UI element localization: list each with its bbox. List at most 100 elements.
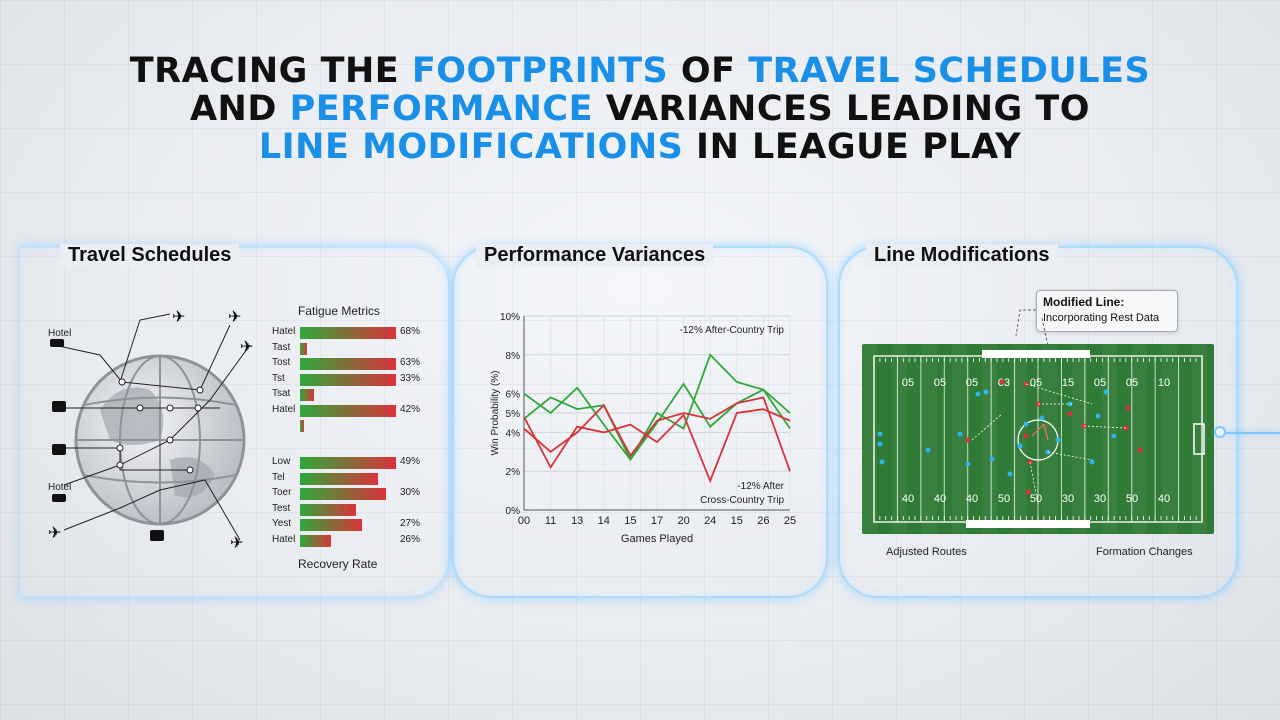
- player-blue: [877, 441, 883, 447]
- field-stripe: [1192, 344, 1207, 534]
- metric-bar: [300, 457, 396, 469]
- bar-label: Tst: [272, 372, 285, 384]
- endzone-bar-top: [982, 350, 1090, 358]
- field-stripe: [922, 344, 937, 534]
- title-segment: TRACING THE: [129, 51, 412, 91]
- player-red: [1025, 489, 1031, 495]
- title-segment: TRAVEL SCHEDULES: [748, 51, 1151, 91]
- player-blue: [877, 431, 883, 437]
- field-stripe: [982, 344, 997, 534]
- bar-value: 49%: [400, 456, 421, 467]
- series-line-2: [523, 382, 791, 462]
- x-tick-label: 00: [518, 515, 530, 527]
- bar-label: Hatel: [272, 403, 296, 415]
- plane-icon-2: ✈: [228, 307, 241, 326]
- title-line-1: TRACING THE FOOTPRINTS OF TRAVEL SCHEDUL…: [60, 52, 1220, 90]
- yard-number-top: 15: [1062, 377, 1074, 389]
- x-axis-label: Games Played: [621, 533, 693, 545]
- metric-bar: [300, 327, 396, 339]
- title-line-3: LINE MODIFICATIONS IN LEAGUE PLAY: [60, 128, 1220, 166]
- yard-number-bottom: 40: [966, 493, 978, 505]
- callout-leader: [1015, 309, 1049, 347]
- connector-line: [1214, 432, 1280, 434]
- player-red: [1137, 447, 1143, 453]
- page-title: TRACING THE FOOTPRINTS OF TRAVEL SCHEDUL…: [60, 52, 1220, 166]
- performance-heading: Performance Variances: [476, 244, 714, 267]
- yard-number-top: 05: [902, 377, 914, 389]
- yard-number-top: 10: [1158, 377, 1170, 389]
- x-tick-label: 15: [624, 515, 636, 527]
- yard-number-top: 05: [1030, 377, 1042, 389]
- metric-bar: [300, 488, 386, 500]
- player-blue: [1039, 415, 1045, 421]
- title-segment: AND: [189, 89, 290, 129]
- route-arrow: [1029, 461, 1039, 505]
- bar-label: Tast: [272, 341, 291, 353]
- callout-text: Incorporating Rest Data: [1043, 312, 1160, 324]
- metric-bar: [300, 358, 396, 370]
- y-axis-label: Win Probability (%): [490, 370, 501, 455]
- bar-label: Tsat: [272, 388, 291, 399]
- bar-label: Yest: [272, 518, 292, 529]
- player-blue: [957, 431, 963, 437]
- metric-bar: [300, 534, 331, 547]
- yard-number-bottom: 40: [934, 493, 946, 505]
- bar-value: 26%: [400, 533, 421, 545]
- travel-globe-diagram: ✈ ✈ ✈ ✈ ✈: [48, 307, 253, 552]
- yard-number-bottom: 50: [1030, 493, 1042, 505]
- modified-line-callout: Modified Line: Incorporating Rest Data: [1036, 290, 1178, 332]
- series-line-1: [523, 353, 791, 462]
- goal-box: [1193, 423, 1205, 455]
- x-tick-label: 13: [571, 515, 583, 527]
- player-blue: [1103, 389, 1109, 395]
- player-blue: [1023, 421, 1029, 427]
- bar-value: 42%: [400, 403, 421, 415]
- player-blue: [1055, 437, 1061, 443]
- red-route: [1031, 423, 1045, 437]
- player-blue: [879, 459, 885, 465]
- player-blue: [1095, 413, 1101, 419]
- field-stripe: [1012, 344, 1027, 534]
- metric-bar: [300, 519, 362, 531]
- bar-label: Hatel: [272, 533, 296, 545]
- yard-number-bottom: 40: [902, 493, 914, 505]
- series-line-4: [523, 408, 791, 484]
- player-red: [1123, 425, 1129, 431]
- line-mod-heading: Line Modifications: [866, 244, 1058, 267]
- fatigue-title: Fatigue Metrics: [298, 304, 381, 318]
- suitcase-icon-3: [150, 530, 164, 541]
- y-tick-label: 5%: [506, 409, 521, 420]
- callout-title: Modified Line:: [1043, 295, 1125, 309]
- route-nodes: [116, 378, 204, 474]
- field-stripe: [1162, 344, 1177, 534]
- yard-number-top: 05: [934, 377, 946, 389]
- hotel-label-1: Hotel: [48, 328, 72, 339]
- suitcase-icon-2: [52, 444, 66, 455]
- player-blue: [975, 391, 981, 397]
- metric-bar: [300, 503, 356, 516]
- yard-number-bottom: 30: [1062, 493, 1074, 505]
- player-blue: [983, 389, 989, 395]
- yard-number-bottom: 40: [1158, 493, 1170, 505]
- bar-label: Test: [272, 502, 291, 514]
- x-tick-label: 24: [704, 515, 716, 527]
- metric-bar: [300, 342, 307, 355]
- suitcase-icons: [50, 339, 164, 541]
- title-segment: IN LEAGUE PLAY: [683, 127, 1022, 167]
- bed-icon-1: [50, 339, 64, 347]
- x-tick-label: 20: [677, 515, 689, 527]
- y-tick-label: 4%: [506, 428, 521, 439]
- yard-number-bottom: 50: [998, 493, 1010, 505]
- plane-icon-5: ✈: [230, 533, 243, 552]
- yard-number-bottom: 50: [1126, 493, 1138, 505]
- x-tick-label: 26: [757, 515, 769, 527]
- red-route: [1043, 423, 1049, 441]
- title-segment: PERFORMANCE: [289, 89, 594, 129]
- title-segment: LINE MODIFICATIONS: [258, 127, 684, 167]
- player-blue: [1017, 443, 1023, 449]
- player-red: [1125, 405, 1131, 411]
- metric-bar: [300, 389, 314, 401]
- plane-icon-1: ✈: [172, 307, 185, 326]
- route-arrow: [1025, 383, 1093, 405]
- player-red: [1067, 411, 1073, 417]
